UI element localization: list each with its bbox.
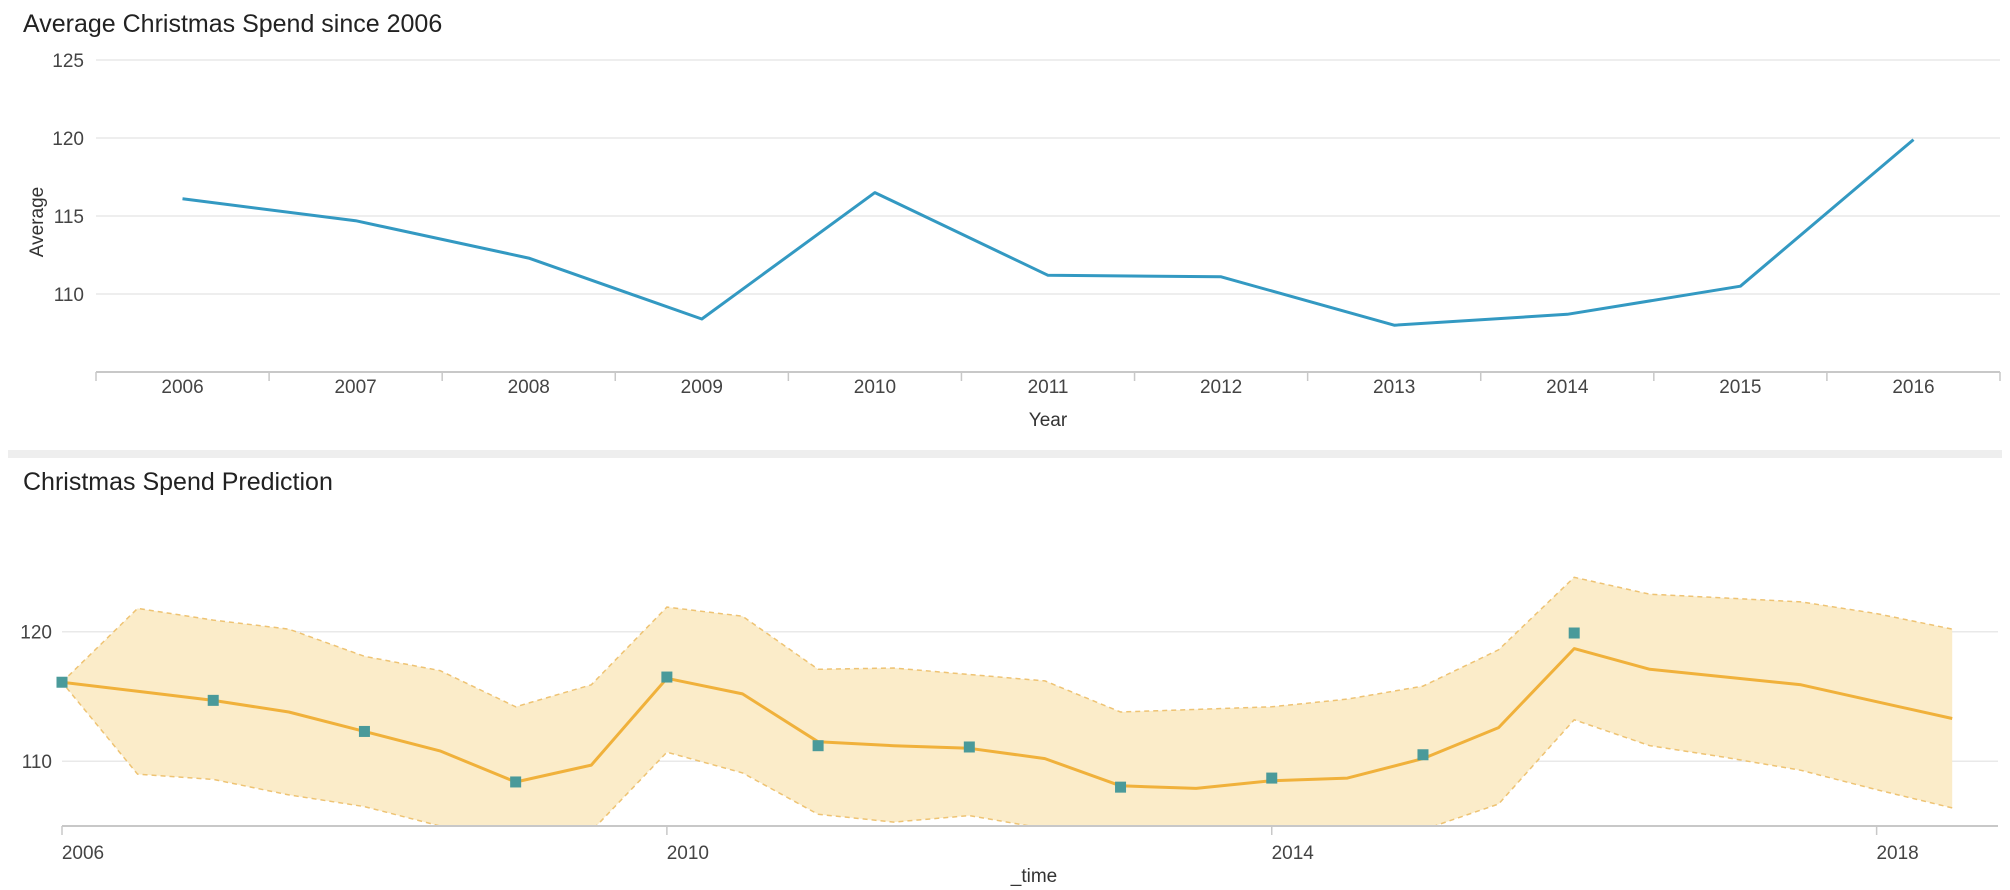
x-axis-title: Year <box>1029 410 1068 431</box>
x-tick-label: 2013 <box>1373 377 1415 398</box>
x-tick-label: 2006 <box>62 843 104 864</box>
x-tick-label: 2006 <box>161 377 203 398</box>
x-tick-label: 2010 <box>667 843 709 864</box>
actual-point <box>207 694 219 706</box>
x-tick-label: 2008 <box>508 377 550 398</box>
chart-title: Average Christmas Spend since 2006 <box>23 10 443 38</box>
y-tick-label: 115 <box>54 207 84 228</box>
actual-point <box>963 741 975 753</box>
y-tick-label: 125 <box>52 51 84 72</box>
upper-bound-line <box>62 576 1953 713</box>
actual-point <box>1266 772 1278 784</box>
y-tick-label: 110 <box>22 752 52 773</box>
x-tick-label: 2015 <box>1719 377 1761 398</box>
average-spend-chart: 110 115 120 125 2006 2007 2008 2009 2010 2011 2012… <box>27 51 2001 431</box>
lower-bound-line <box>62 681 1953 826</box>
panel-divider <box>8 450 2002 458</box>
prediction-panel: Christmas Spend Prediction 110 120 2006 201… <box>0 458 2010 890</box>
actual-point <box>1115 781 1127 793</box>
actual-point <box>1417 749 1429 761</box>
actual-point <box>358 725 370 737</box>
actual-point <box>812 740 824 752</box>
actual-point <box>56 676 68 688</box>
x-tick-label: 2016 <box>1892 377 1934 398</box>
y-tick-label: 110 <box>54 285 84 306</box>
x-tick-label: 2014 <box>1546 377 1589 398</box>
x-tick-label: 2010 <box>854 377 896 398</box>
y-tick-label: 120 <box>52 129 84 150</box>
x-axis-title: _time <box>1010 866 1057 887</box>
x-tick-label: 2012 <box>1200 377 1242 398</box>
y-tick-label: 120 <box>20 623 52 644</box>
x-tick-label: 2007 <box>334 377 376 398</box>
x-tick-label: 2018 <box>1876 843 1918 864</box>
actual-point <box>661 671 673 683</box>
confidence-band <box>62 577 1953 826</box>
series-line <box>182 138 1915 327</box>
x-tick-label: 2014 <box>1272 843 1315 864</box>
actual-point <box>510 776 522 788</box>
x-tick-label: 2011 <box>1028 377 1069 398</box>
actual-point <box>1568 627 1580 639</box>
x-tick-label: 2009 <box>681 377 723 398</box>
prediction-line <box>62 647 1953 790</box>
chart-title: Christmas Spend Prediction <box>23 468 333 496</box>
prediction-chart: 110 120 2006 2010 2014 2018 _time <box>20 576 1998 887</box>
y-axis-title: Average <box>27 187 48 257</box>
average-spend-panel: Average Christmas Spend since 2006 110 11… <box>23 10 2001 431</box>
